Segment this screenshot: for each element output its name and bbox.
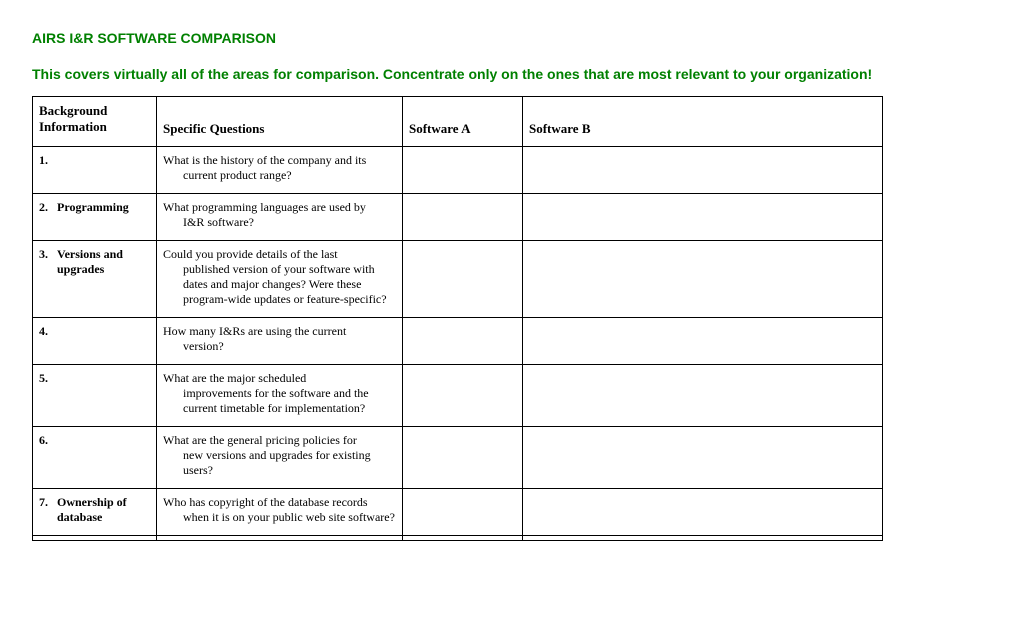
software-a-cell — [403, 426, 523, 488]
software-a-cell — [403, 146, 523, 193]
row-question-cell: What is the history of the company and i… — [157, 146, 403, 193]
row-label: Versions and upgrades — [57, 247, 149, 277]
question-first-line: Could you provide details of the last — [163, 247, 396, 262]
header-software-b: Software B — [523, 97, 883, 147]
question-rest: version? — [163, 339, 396, 354]
question-first-line: What is the history of the company and i… — [163, 153, 396, 168]
row-number: 2. — [39, 200, 57, 215]
software-a-cell — [403, 240, 523, 317]
row-question-cell: How many I&Rs are using the currentversi… — [157, 317, 403, 364]
row-category-cell: 3.Versions and upgrades — [33, 240, 157, 317]
row-number: 5. — [39, 371, 57, 386]
row-label: Programming — [57, 200, 149, 215]
software-a-cell — [403, 488, 523, 535]
empty-cell — [157, 535, 403, 540]
question-rest: improvements for the software and the cu… — [163, 386, 396, 416]
row-category-cell: 4. — [33, 317, 157, 364]
software-a-cell — [403, 317, 523, 364]
empty-cell — [33, 535, 157, 540]
row-question-cell: What programming languages are used byI&… — [157, 193, 403, 240]
empty-cell — [403, 535, 523, 540]
software-b-cell — [523, 193, 883, 240]
software-b-cell — [523, 146, 883, 193]
header-software-a: Software A — [403, 97, 523, 147]
row-category-cell: 1. — [33, 146, 157, 193]
row-question-cell: Who has copyright of the database record… — [157, 488, 403, 535]
software-b-cell — [523, 488, 883, 535]
table-row: 7.Ownership of database Who has copyright… — [33, 488, 883, 535]
row-number: 4. — [39, 324, 57, 339]
table-row: 2.ProgrammingWhat programming languages … — [33, 193, 883, 240]
row-question-cell: What are the major scheduledimprovements… — [157, 364, 403, 426]
row-category-cell: 7.Ownership of database — [33, 488, 157, 535]
table-header-row: Background Information Specific Question… — [33, 97, 883, 147]
software-a-cell — [403, 364, 523, 426]
question-first-line: How many I&Rs are using the current — [163, 324, 396, 339]
header-specific-questions: Specific Questions — [157, 97, 403, 147]
header-background-info: Background Information — [33, 97, 157, 147]
question-first-line: What programming languages are used by — [163, 200, 396, 215]
row-number: 1. — [39, 153, 57, 168]
software-a-cell — [403, 193, 523, 240]
empty-cell — [523, 535, 883, 540]
question-rest: when it is on your public web site softw… — [163, 510, 396, 525]
table-row: 1. What is the history of the company and… — [33, 146, 883, 193]
software-b-cell — [523, 364, 883, 426]
row-label: Ownership of database — [57, 495, 149, 525]
question-first-line: What are the major scheduled — [163, 371, 396, 386]
software-b-cell — [523, 317, 883, 364]
question-first-line: What are the general pricing policies fo… — [163, 433, 396, 448]
row-number: 6. — [39, 433, 57, 448]
table-row-empty — [33, 535, 883, 540]
comparison-table: Background Information Specific Question… — [32, 96, 883, 541]
question-rest: current product range? — [163, 168, 396, 183]
row-question-cell: Could you provide details of the lastpub… — [157, 240, 403, 317]
question-rest: new versions and upgrades for existing u… — [163, 448, 396, 478]
row-number: 7. — [39, 495, 57, 510]
table-row: 4. How many I&Rs are using the currentver… — [33, 317, 883, 364]
question-first-line: Who has copyright of the database record… — [163, 495, 396, 510]
row-category-cell: 5. — [33, 364, 157, 426]
question-rest: I&R software? — [163, 215, 396, 230]
page-subtitle: This covers virtually all of the areas f… — [32, 66, 988, 82]
software-b-cell — [523, 240, 883, 317]
table-row: 6. What are the general pricing policies … — [33, 426, 883, 488]
row-question-cell: What are the general pricing policies fo… — [157, 426, 403, 488]
page-title: AIRS I&R SOFTWARE COMPARISON — [32, 30, 988, 46]
software-b-cell — [523, 426, 883, 488]
row-number: 3. — [39, 247, 57, 262]
row-category-cell: 6. — [33, 426, 157, 488]
table-row: 3.Versions and upgradesCould you provide… — [33, 240, 883, 317]
table-row: 5. What are the major scheduledimprovemen… — [33, 364, 883, 426]
row-category-cell: 2.Programming — [33, 193, 157, 240]
question-rest: published version of your software with … — [163, 262, 396, 307]
